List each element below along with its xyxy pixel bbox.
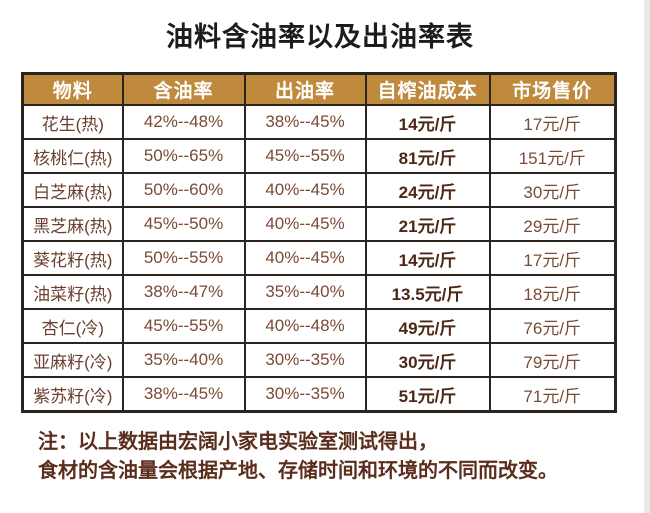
- cell-market-price: 18元/斤: [488, 274, 617, 310]
- cell-market-price: 151元/斤: [488, 138, 617, 174]
- right-edge-strip: [644, 0, 650, 513]
- cell-material: 杏仁(冷): [21, 308, 124, 344]
- table-row: 油菜籽(热) 38%--47% 35%--40% 13.5元/斤 18元/斤: [21, 274, 617, 310]
- cell-material: 油菜籽(热): [21, 274, 124, 310]
- cell-oil-yield: 35%--40%: [243, 274, 367, 310]
- cell-market-price: 29元/斤: [488, 206, 617, 242]
- cell-market-price: 76元/斤: [488, 308, 617, 344]
- cell-oil-content: 50%--55%: [121, 240, 246, 276]
- cell-oil-content: 45%--55%: [121, 308, 246, 344]
- cell-oil-yield: 40%--45%: [243, 206, 367, 242]
- table-row: 黑芝麻(热) 45%--50% 40%--45% 21元/斤 29元/斤: [21, 206, 617, 242]
- cell-market-price: 79元/斤: [488, 342, 617, 378]
- cell-oil-content: 38%--47%: [121, 274, 246, 310]
- cell-material: 亚麻籽(冷): [21, 342, 124, 378]
- cell-material: 葵花籽(热): [21, 240, 124, 276]
- column-header-3: 自榨油成本: [364, 72, 491, 106]
- cell-self-press-cost: 49元/斤: [364, 308, 491, 344]
- cell-oil-yield: 38%--45%: [243, 104, 367, 140]
- table-row: 紫苏籽(冷) 38%--45% 30%--35% 51元/斤 71元/斤: [21, 376, 617, 413]
- cell-oil-content: 50%--65%: [121, 138, 246, 174]
- table-row: 花生(热) 42%--48% 38%--45% 14元/斤 17元/斤: [21, 104, 617, 140]
- cell-material: 紫苏籽(冷): [21, 376, 124, 413]
- cell-oil-yield: 40%--45%: [243, 172, 367, 208]
- cell-material: 黑芝麻(热): [21, 206, 124, 242]
- table-row: 核桃仁(热) 50%--65% 45%--55% 81元/斤 151元/斤: [21, 138, 617, 174]
- column-header-4: 市场售价: [488, 72, 617, 106]
- cell-self-press-cost: 81元/斤: [364, 138, 491, 174]
- cell-oil-content: 42%--48%: [121, 104, 246, 140]
- cell-self-press-cost: 14元/斤: [364, 104, 491, 140]
- table-row: 亚麻籽(冷) 35%--40% 30%--35% 30元/斤 79元/斤: [21, 342, 617, 378]
- cell-oil-content: 38%--45%: [121, 376, 246, 413]
- table-row: 杏仁(冷) 45%--55% 40%--48% 49元/斤 76元/斤: [21, 308, 617, 344]
- cell-self-press-cost: 13.5元/斤: [364, 274, 491, 310]
- table-row: 葵花籽(热) 50%--55% 40%--45% 14元/斤 17元/斤: [21, 240, 617, 276]
- cell-market-price: 30元/斤: [488, 172, 617, 208]
- cell-market-price: 17元/斤: [488, 240, 617, 276]
- cell-self-press-cost: 30元/斤: [364, 342, 491, 378]
- table-header-row: 物料 含油率 出油率 自榨油成本 市场售价: [21, 72, 617, 106]
- table-row: 白芝麻(热) 50%--60% 40%--45% 24元/斤 30元/斤: [21, 172, 617, 208]
- footnote-line-1: 注：以上数据由宏阔小家电实验室测试得出，: [38, 431, 438, 453]
- column-header-2: 出油率: [243, 72, 367, 106]
- footnote: 注：以上数据由宏阔小家电实验室测试得出， 食材的含油量会根据产地、存储时间和环境…: [38, 428, 558, 486]
- cell-self-press-cost: 51元/斤: [364, 376, 491, 413]
- oil-content-table: 物料 含油率 出油率 自榨油成本 市场售价 花生(热) 42%--48% 38%--45% 1…: [21, 72, 617, 413]
- page-title: 油料含油率以及出油率表: [166, 22, 474, 52]
- cell-self-press-cost: 21元/斤: [364, 206, 491, 242]
- cell-material: 核桃仁(热): [21, 138, 124, 174]
- cell-oil-yield: 40%--48%: [243, 308, 367, 344]
- cell-self-press-cost: 24元/斤: [364, 172, 491, 208]
- cell-oil-content: 50%--60%: [121, 172, 246, 208]
- cell-material: 白芝麻(热): [21, 172, 124, 208]
- column-header-0: 物料: [21, 72, 124, 106]
- cell-oil-yield: 30%--35%: [243, 376, 367, 413]
- cell-market-price: 17元/斤: [488, 104, 617, 140]
- column-header-1: 含油率: [121, 72, 246, 106]
- cell-oil-content: 35%--40%: [121, 342, 246, 378]
- cell-oil-content: 45%--50%: [121, 206, 246, 242]
- cell-market-price: 71元/斤: [488, 376, 617, 413]
- cell-self-press-cost: 14元/斤: [364, 240, 491, 276]
- cell-oil-yield: 30%--35%: [243, 342, 367, 378]
- cell-oil-yield: 45%--55%: [243, 138, 367, 174]
- footnote-line-2: 食材的含油量会根据产地、存储时间和环境的不同而改变。: [38, 460, 558, 482]
- cell-oil-yield: 40%--45%: [243, 240, 367, 276]
- cell-material: 花生(热): [21, 104, 124, 140]
